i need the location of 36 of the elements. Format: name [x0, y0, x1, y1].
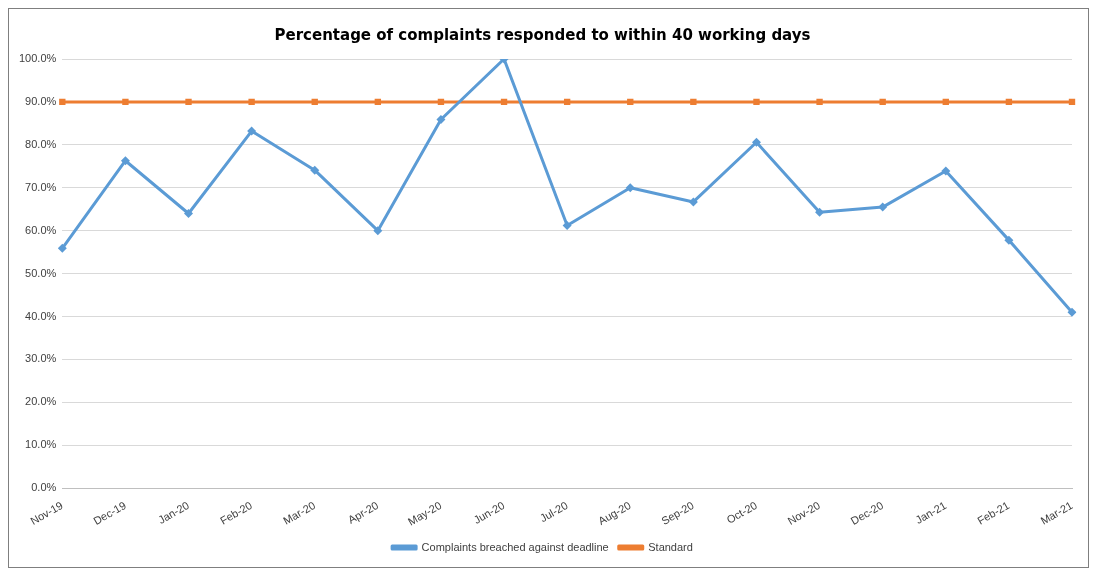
y-tick-label: 30.0% [25, 352, 57, 365]
y-tick-label: 80.0% [25, 137, 57, 150]
point [247, 126, 257, 136]
point [751, 137, 761, 147]
y-tick-label: 100.0% [19, 52, 57, 65]
point [1067, 307, 1077, 317]
point [878, 202, 888, 212]
y-tick-label: 20.0% [25, 395, 57, 408]
point [816, 98, 823, 106]
y-tick-label: 70.0% [25, 180, 57, 193]
y-tick-label: 0.0% [31, 481, 57, 494]
point [625, 183, 635, 193]
point [248, 98, 255, 106]
y-tick-label: 50.0% [25, 266, 57, 279]
point [436, 115, 446, 125]
legend-label: Complaints breached against deadline [421, 540, 609, 553]
point [120, 156, 130, 166]
point [562, 221, 572, 231]
point [373, 226, 383, 236]
point [184, 209, 194, 219]
y-tick-label: 90.0% [25, 94, 57, 107]
point [122, 98, 129, 106]
point [310, 165, 320, 175]
point [753, 98, 760, 106]
y-tick-label: 40.0% [25, 309, 57, 322]
point [690, 98, 697, 106]
point [688, 197, 698, 207]
point [941, 166, 951, 176]
legend-label: Standard [648, 540, 693, 553]
point [1004, 235, 1014, 245]
point [185, 98, 192, 106]
y-tick-label: 60.0% [25, 223, 57, 236]
point [57, 243, 67, 253]
chart-title: Percentage of complaints responded to within 40 working days [274, 25, 811, 44]
y-tick-label: 10.0% [25, 438, 57, 451]
point [374, 98, 382, 106]
